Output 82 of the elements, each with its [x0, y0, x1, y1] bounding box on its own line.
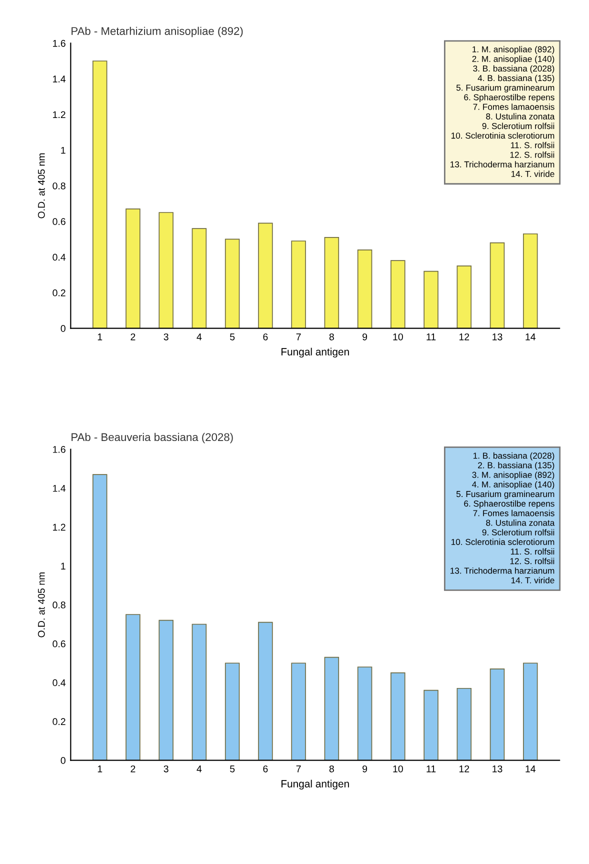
x-tick-label: 8 — [329, 765, 334, 772]
x-tick-label: 12 — [459, 765, 470, 772]
x-tick-label: 5 — [230, 766, 235, 772]
bar — [258, 622, 273, 760]
x-tick-label: 3 — [164, 333, 168, 340]
x-tick-label: 2 — [130, 765, 136, 772]
x-tick-label: 7 — [296, 334, 301, 340]
bar — [192, 228, 207, 328]
bar — [291, 662, 306, 760]
x-tick-label: 11 — [426, 766, 436, 772]
x-axis-title: Fungal antigen — [282, 780, 349, 790]
x-tick-label: 5 — [230, 334, 235, 340]
x-tick-label: 9 — [362, 765, 368, 772]
x-tick-label: 6 — [263, 333, 268, 340]
x-tick-label: 11 — [426, 334, 436, 340]
text: 1. B. bassiana (2028) 2. B. bassiana (135) 3. M. anisopliae (892) 4. M. anisopliae (140) 5. Fusarium graminearum 6. Sphaerostilbe repens 7. Fomes lamaoensis 8. Ustulina zonata 9. Sclerotium rolfsii 10. Sclerotinia sclerotiorum 11. S. rolfsii 12. S. rolfsii 13. Trichoderma harzianum 14. T. viride — [450, 452, 555, 584]
bar — [158, 212, 174, 328]
bar — [490, 668, 505, 760]
y-tick-label: 0 — [60, 325, 66, 332]
y-tick-label: 0.2 — [52, 289, 66, 296]
y-tick-label: 1 — [61, 562, 66, 570]
bar — [192, 624, 207, 760]
y-tick-label: 1.2 — [53, 524, 66, 531]
x-tick-label: 13 — [492, 765, 502, 772]
bar — [456, 688, 472, 760]
x-tick-label: 10 — [393, 333, 403, 340]
x-tick-label: 6 — [263, 765, 268, 772]
y-tick-label: 0.4 — [52, 254, 66, 261]
bar — [92, 60, 108, 328]
x-tick-label: 4 — [196, 766, 202, 772]
y-tick-label: 0.8 — [52, 602, 66, 608]
y-tick-label: 0 — [60, 757, 66, 764]
bar — [258, 222, 273, 328]
x-tick-label: 10 — [393, 765, 403, 772]
x-tick-label: 9 — [362, 333, 368, 340]
x-tick-label: 1 — [98, 334, 102, 340]
bar — [490, 242, 505, 328]
x-tick-label: 4 — [196, 334, 202, 340]
bar — [390, 672, 406, 760]
x-tick-label: 13 — [492, 333, 502, 340]
chart-title: PAb - Beauveria bassiana (2028) — [72, 432, 233, 444]
x-tick-label: 8 — [329, 333, 334, 340]
bar — [357, 249, 372, 328]
chart-title: PAb - Metarhizium anisopliae (892) — [72, 26, 243, 38]
bar — [291, 240, 306, 328]
bar — [224, 662, 240, 760]
x-tick-label: 14 — [526, 766, 536, 772]
y-tick-label: 1.4 — [53, 484, 66, 492]
bar — [224, 238, 240, 328]
bar — [324, 237, 340, 328]
y-axis-title: O.D. at 405 nm — [38, 572, 45, 638]
x-tick-label: 1 — [98, 766, 102, 772]
bar — [357, 666, 372, 760]
bar — [523, 662, 538, 760]
x-axis-title: Fungal antigen — [282, 348, 349, 358]
bar — [92, 474, 108, 760]
bar — [324, 656, 340, 760]
y-tick-label: 0.6 — [52, 640, 66, 648]
bar — [158, 620, 174, 760]
text: 1. M. anisopliae (892) 2. M. anisopliae (140) 3. B. bassiana (2028) 4. B. bassiana (135) 5. Fusarium graminearum 6. Sphaerostilbe repens 7. Fomes lamaoensis 8. Ustulina zonata 9. Sclerotium rolfsii 10. Sclerotinia sclerotiorum 11. S. rolfsii 12. S. rolfsii 13. Trichoderma harzianum 14. T. viride — [450, 46, 555, 178]
y-tick-label: 0.4 — [52, 679, 66, 686]
bar — [456, 266, 472, 328]
bar — [424, 690, 438, 760]
y-axis-title: O.D. at 405 nm — [38, 153, 45, 218]
y-tick-label: 1.6 — [53, 446, 66, 453]
y-tick-label: 0.8 — [52, 182, 66, 190]
x-tick-label: 14 — [526, 334, 536, 340]
bar — [126, 614, 140, 760]
y-tick-label: 1.2 — [53, 111, 66, 118]
bar — [523, 233, 538, 328]
y-tick-label: 1 — [61, 146, 66, 154]
bar — [424, 270, 438, 328]
y-tick-label: 0.2 — [52, 718, 66, 726]
bar — [390, 260, 406, 328]
y-tick-label: 0.6 — [52, 218, 66, 226]
x-tick-label: 3 — [164, 765, 168, 772]
y-tick-label: 1.4 — [53, 76, 66, 82]
x-tick-label: 2 — [130, 333, 136, 340]
x-tick-label: 12 — [459, 333, 470, 340]
bar — [126, 208, 140, 328]
y-tick-label: 1.6 — [53, 40, 66, 47]
x-tick-label: 7 — [296, 766, 301, 772]
